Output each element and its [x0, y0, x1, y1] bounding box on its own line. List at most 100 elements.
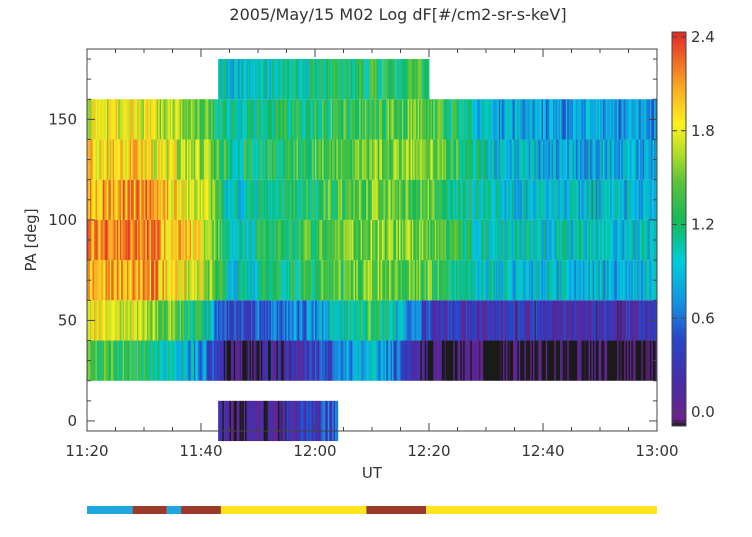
heat-cell	[357, 139, 360, 180]
colorbar-swatch	[672, 334, 686, 338]
heat-cell	[535, 219, 538, 261]
heat-cell	[306, 219, 309, 261]
heat-cell	[302, 99, 305, 140]
heat-cell	[168, 340, 171, 381]
heat-cell	[427, 99, 430, 140]
heat-cell	[498, 340, 501, 381]
heat-cell	[105, 300, 108, 341]
heat-cell	[448, 179, 451, 220]
heat-cell	[347, 179, 350, 220]
heat-cell	[255, 400, 257, 442]
heat-cell	[523, 260, 525, 301]
heat-cell	[277, 260, 280, 301]
heat-cell	[484, 300, 487, 341]
heat-cell	[246, 260, 249, 301]
heat-cell	[352, 99, 354, 140]
heat-cell	[319, 179, 322, 220]
heat-cell	[270, 99, 273, 140]
heat-cell	[193, 139, 196, 180]
heat-cell	[134, 219, 136, 261]
heat-cell	[558, 340, 561, 381]
heat-cell	[383, 340, 386, 381]
heat-cell	[527, 99, 530, 140]
colorbar-swatch	[672, 301, 686, 306]
heat-cell	[101, 340, 104, 381]
heat-cell	[631, 99, 634, 140]
heat-cell	[223, 179, 226, 220]
heat-cell	[386, 300, 389, 341]
heat-cell	[141, 179, 143, 220]
heat-cell	[156, 219, 159, 261]
heat-cell	[407, 260, 410, 301]
heat-cell	[567, 300, 570, 341]
heat-cell	[644, 219, 646, 261]
heat-cell	[434, 300, 437, 341]
heat-cell	[641, 139, 644, 180]
heat-cell	[320, 179, 323, 220]
heat-cell	[557, 139, 560, 180]
heat-cell	[259, 340, 262, 381]
heat-cell	[206, 300, 209, 341]
heat-cell	[504, 219, 507, 261]
heat-cell	[601, 179, 604, 220]
heat-cell	[558, 300, 561, 341]
colorbar-swatch	[672, 307, 686, 312]
heat-cell	[558, 260, 561, 301]
heat-cell	[108, 99, 111, 140]
heat-cell	[441, 219, 444, 261]
heat-cell	[478, 340, 481, 381]
heat-cell	[562, 179, 565, 220]
heat-cell	[434, 139, 437, 180]
heat-cell	[320, 139, 323, 180]
heat-cell	[508, 340, 511, 381]
heat-cell	[480, 99, 483, 140]
heat-cell	[605, 219, 608, 261]
heat-cell	[433, 99, 436, 140]
heat-cell	[380, 179, 383, 220]
heat-cell	[334, 59, 337, 100]
heat-cell	[159, 340, 162, 381]
heat-cell	[386, 340, 389, 381]
heat-cell	[381, 219, 384, 261]
colorbar: 0.00.61.21.82.4	[671, 28, 715, 427]
heat-cell	[319, 219, 322, 261]
heat-cell	[158, 260, 161, 301]
heat-cell	[344, 219, 347, 261]
heat-cell	[116, 219, 119, 261]
heat-cell	[153, 219, 156, 261]
heat-cell	[545, 300, 548, 341]
heat-cell	[490, 139, 493, 180]
heat-cell	[258, 300, 260, 341]
heat-cell	[423, 59, 426, 100]
heat-cell	[240, 59, 243, 100]
heat-cell	[554, 219, 557, 261]
heat-cell	[384, 340, 387, 381]
heat-cell	[272, 219, 275, 261]
heat-cell	[523, 300, 525, 341]
status-segment	[87, 506, 133, 514]
heat-cell	[387, 340, 390, 381]
heat-cell	[367, 59, 370, 100]
heat-cell	[153, 99, 156, 140]
heat-cell	[367, 219, 370, 261]
heat-cell	[132, 219, 135, 261]
heat-cell	[212, 219, 215, 261]
heat-cell	[524, 139, 527, 180]
heat-cell	[451, 260, 454, 301]
heat-cell	[544, 300, 547, 341]
heat-cell	[377, 139, 380, 180]
heat-cell	[343, 139, 346, 180]
heat-cell	[572, 179, 575, 220]
heat-cell	[379, 179, 381, 220]
heat-cell	[159, 260, 162, 301]
heat-cell	[316, 400, 319, 442]
heat-cell	[126, 179, 129, 220]
heat-cell	[629, 260, 632, 301]
heat-cell	[356, 340, 359, 381]
heat-cell	[474, 219, 477, 261]
heat-cell	[555, 260, 558, 301]
heat-cell	[248, 139, 250, 180]
heat-cell	[287, 59, 290, 100]
heat-cell	[310, 179, 313, 220]
heat-cell	[124, 99, 126, 140]
